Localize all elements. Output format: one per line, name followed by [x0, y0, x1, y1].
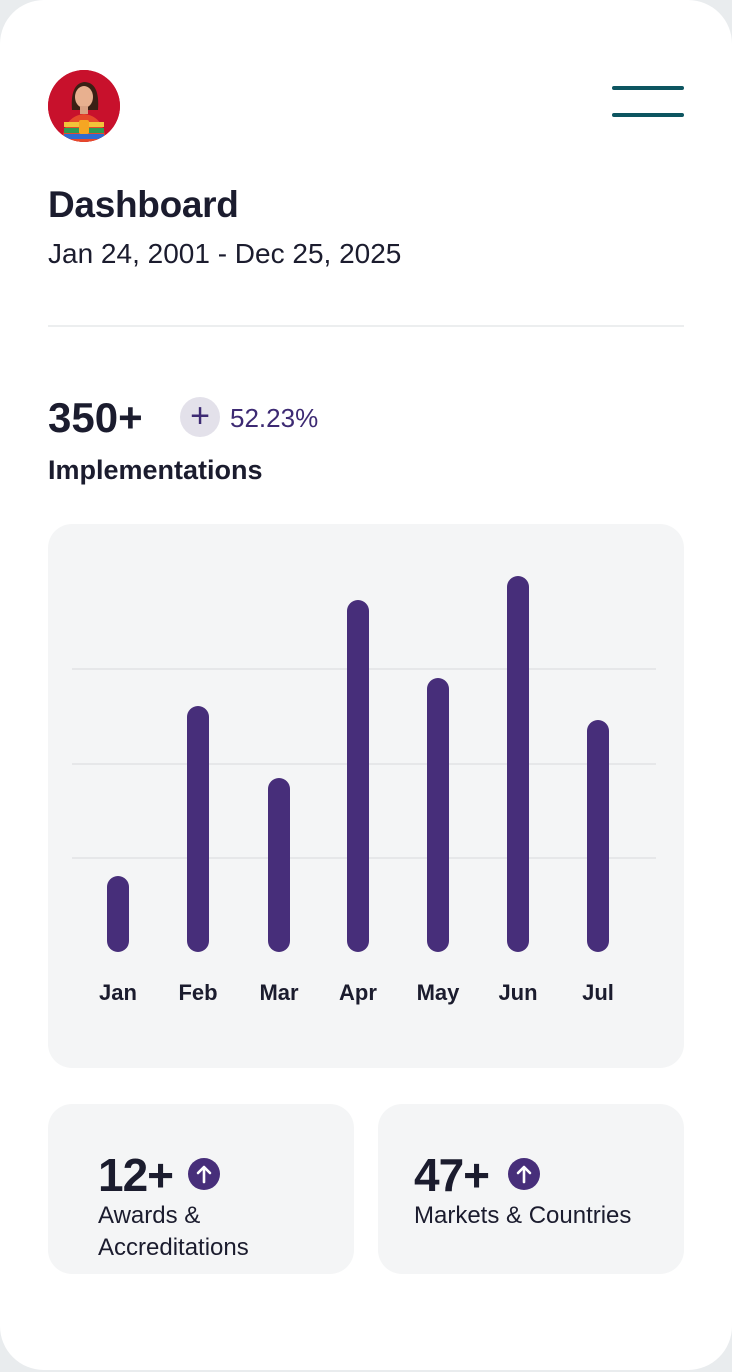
chart-bar-jun[interactable] — [507, 576, 529, 952]
header-divider — [48, 325, 684, 327]
stat-label-line: Accreditations — [98, 1234, 249, 1261]
stat-card-markets: 47+ Markets & Countries — [378, 1104, 684, 1274]
kpi-label: Implementations — [48, 455, 263, 485]
x-axis-label: Jun — [498, 980, 538, 1005]
x-axis-label: Jul — [582, 980, 614, 1005]
chart-bar-jul[interactable] — [587, 720, 609, 952]
chart-bar-mar[interactable] — [268, 778, 290, 952]
chart-bar-may[interactable] — [427, 678, 449, 952]
stat-value: 12+ — [98, 1149, 174, 1201]
x-axis-label: Apr — [339, 980, 377, 1005]
stat-label-line: Awards & — [98, 1202, 201, 1229]
stat-label: Markets & Countries — [414, 1200, 631, 1232]
chart-bar-jan[interactable] — [107, 876, 129, 952]
date-range[interactable]: Jan 24, 2001 - Dec 25, 2025 — [48, 238, 402, 269]
chart-bar-feb[interactable] — [187, 706, 209, 952]
x-axis-label: Mar — [259, 980, 299, 1005]
x-axis-label: Feb — [178, 980, 218, 1005]
stat-label: Awards & Accreditations — [98, 1200, 249, 1264]
arrow-up-circle-icon — [188, 1158, 220, 1190]
hamburger-menu-icon — [612, 86, 684, 90]
chart-bar-apr[interactable] — [347, 600, 369, 952]
x-axis-label: Jan — [99, 980, 137, 1005]
kpi-change-percent: 52.23% — [230, 403, 319, 433]
arrow-up-circle-icon — [508, 1158, 540, 1190]
hamburger-menu-icon-bar — [612, 113, 684, 117]
stat-card-awards: 12+ Awards & Accreditations — [48, 1104, 354, 1274]
menu-button[interactable] — [608, 80, 688, 130]
plus-icon: + — [180, 397, 220, 437]
stat-label-line: Markets & Countries — [414, 1202, 632, 1229]
avatar[interactable] — [48, 70, 120, 142]
avatar-photo-icon — [48, 70, 120, 142]
x-axis-label: May — [416, 980, 460, 1005]
bar-chart-card: Jan Feb Mar Apr May Jun Jul — [48, 524, 684, 1068]
stat-value: 47+ — [414, 1149, 490, 1201]
kpi-value: 350+ — [48, 394, 143, 441]
page-title: Dashboard — [48, 184, 239, 225]
